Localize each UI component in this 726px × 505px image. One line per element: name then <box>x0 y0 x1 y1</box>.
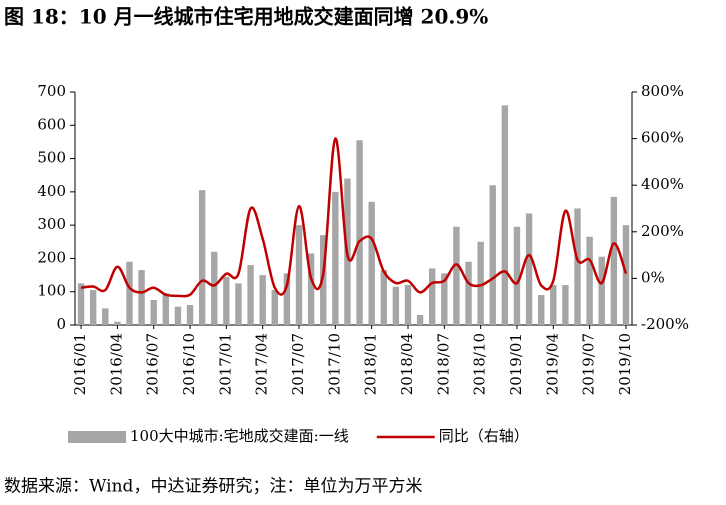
bar <box>198 190 206 325</box>
bar <box>465 261 472 325</box>
bar <box>138 270 145 325</box>
bar <box>259 275 266 325</box>
x-tick-label: 2019/04 <box>543 333 561 395</box>
x-tick-label: 2018/04 <box>398 333 416 395</box>
y-tick-label: 200 <box>37 248 66 266</box>
bar <box>550 285 557 325</box>
line <box>80 137 628 298</box>
bar <box>513 226 521 325</box>
bar <box>126 261 133 325</box>
x-tick-label: 2017/07 <box>289 333 307 395</box>
x-tick-label: 2017/01 <box>216 333 234 395</box>
y2-tick-label: 400% <box>641 175 684 193</box>
y-tick-label: 400 <box>37 182 66 200</box>
legend-swatch <box>68 431 126 443</box>
bar <box>235 283 242 325</box>
bar <box>501 105 509 325</box>
bar <box>562 285 569 325</box>
y-tick-label: 100 <box>37 282 66 300</box>
bar <box>150 300 157 325</box>
x-tick-label: 2016/04 <box>107 333 125 395</box>
x-tick-label: 2017/10 <box>325 333 343 395</box>
bar <box>162 293 170 325</box>
y2-tick-label: 200% <box>641 222 684 240</box>
y-tick-label: 500 <box>37 149 66 167</box>
bar <box>77 283 85 325</box>
bar <box>404 285 412 325</box>
y-tick-label: 0 <box>56 315 66 333</box>
x-tick-label: 2018/01 <box>362 333 380 395</box>
x-tick-label: 2017/04 <box>253 333 271 395</box>
bar <box>332 191 339 325</box>
bar <box>102 308 109 325</box>
bar <box>441 273 448 325</box>
bar <box>453 226 460 325</box>
y2-tick-label: -200% <box>641 315 689 333</box>
bar <box>320 235 327 325</box>
y2-tick-label: 600% <box>641 129 684 147</box>
bar <box>307 253 315 325</box>
bar <box>380 270 387 325</box>
bar <box>247 265 254 325</box>
x-tick-label: 2018/10 <box>471 333 489 395</box>
y-tick-label: 700 <box>37 82 66 100</box>
y-tick-label: 600 <box>37 115 66 133</box>
bar <box>283 273 291 325</box>
chart-title: 图 18：10 月一线城市住宅用地成交建面同增 20.9% <box>4 5 488 29</box>
x-tick-label: 2016/10 <box>180 333 198 395</box>
x-tick-label: 2018/07 <box>434 333 452 395</box>
bar <box>89 290 97 325</box>
bar <box>525 213 533 325</box>
legend-label: 同比（右轴） <box>439 427 529 445</box>
x-tick-label: 2019/01 <box>507 333 525 395</box>
bar <box>610 196 618 325</box>
bar <box>211 251 218 325</box>
x-tick-label: 2016/07 <box>144 333 162 395</box>
bar <box>295 225 303 325</box>
bar <box>223 276 230 325</box>
bar <box>622 225 630 325</box>
bar <box>271 290 278 325</box>
bar <box>416 315 424 325</box>
bar <box>114 321 121 325</box>
bar <box>586 236 593 325</box>
bar <box>489 185 496 325</box>
bar <box>186 305 194 325</box>
bar <box>368 201 375 325</box>
bar <box>174 306 182 325</box>
bar <box>429 268 436 325</box>
bar <box>356 140 363 325</box>
x-tick-label: 2019/07 <box>580 333 598 395</box>
source-note: 数据来源：Wind，中达证券研究；注：单位为万平方米 <box>4 477 422 497</box>
bar <box>574 208 581 325</box>
x-tick-label: 2016/01 <box>71 333 89 395</box>
bar <box>477 241 484 325</box>
bar <box>537 295 545 325</box>
y2-tick-label: 800% <box>641 82 684 100</box>
bar <box>598 256 605 325</box>
x-tick-label: 2019/10 <box>616 333 634 395</box>
legend-label: 100大中城市:宅地成交建面:一线 <box>130 427 349 445</box>
y-tick-label: 300 <box>37 215 66 233</box>
bar <box>392 286 400 325</box>
y2-tick-label: 0% <box>641 268 665 286</box>
